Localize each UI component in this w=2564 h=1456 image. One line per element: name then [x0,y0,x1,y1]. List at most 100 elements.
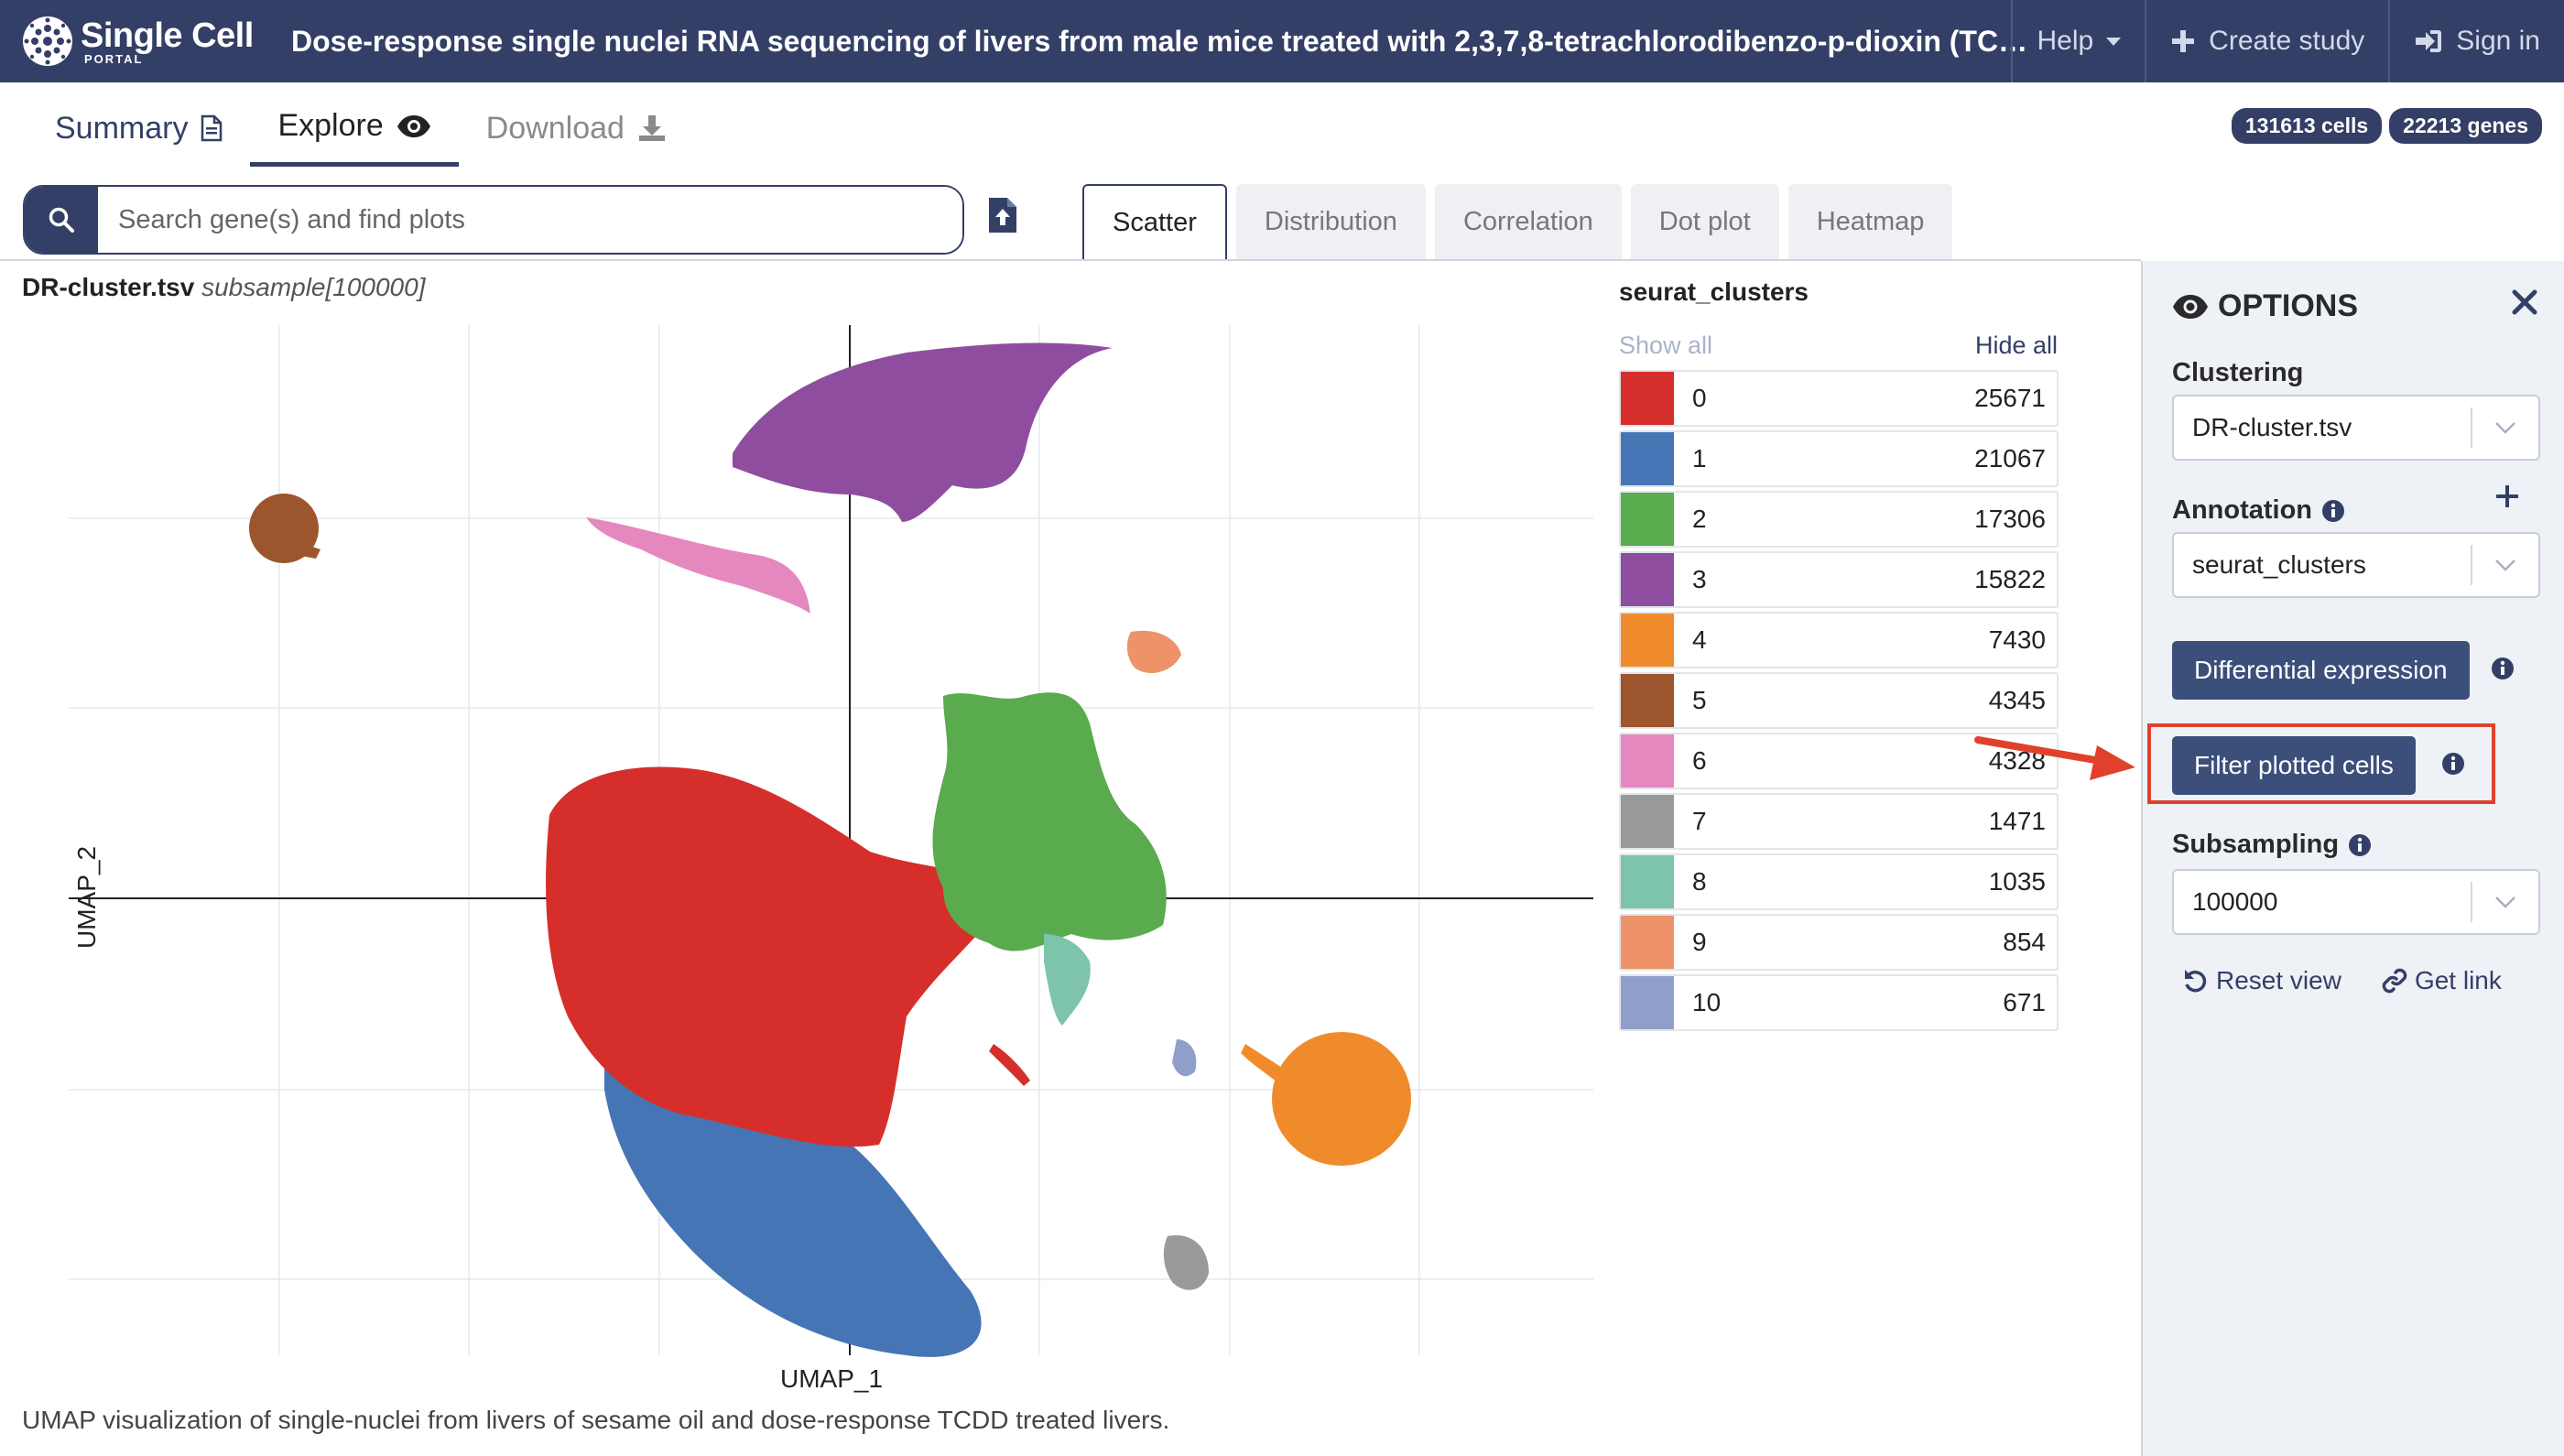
filter-plotted-cells-button[interactable]: Filter plotted cells [2172,736,2416,795]
legend-label: 0 [1692,384,1707,412]
annotation-value: seurat_clusters [2192,550,2366,579]
plot-title: DR-cluster.tsv subsample[100000] [22,273,425,302]
legend-label: 3 [1692,565,1707,593]
legend-count: 4345 [1988,686,2046,714]
differential-expression-button[interactable]: Differential expression [2172,641,2470,700]
reset-view-link[interactable]: Reset view [2183,966,2341,995]
clustering-label: Clustering [2172,358,2304,387]
legend-item[interactable]: 0 25671 [1619,370,2059,427]
study-badges: 131613 cells 22213 genes [2231,108,2542,144]
legend-label: 5 [1692,686,1707,714]
sign-in-link[interactable]: Sign in [2388,0,2564,82]
plot-cluster-file: DR-cluster.tsv [22,273,195,301]
legend-item[interactable]: 3 15822 [1619,551,2059,608]
legend-item[interactable]: 4 7430 [1619,612,2059,668]
cluster-9-cells [1126,630,1181,673]
options-header: OPTIONS [2172,288,2358,324]
legend-count: 1035 [1988,867,2046,896]
genes-badge: 22213 genes [2389,108,2542,144]
caret-down-icon [2106,37,2122,46]
plot-subsample: subsample[100000] [201,273,426,301]
brand-logo-link[interactable]: Single Cell PORTAL [0,0,275,82]
cluster-2-cells [932,692,1167,951]
close-icon[interactable] [2511,288,2538,316]
info-icon[interactable] [2348,833,2372,857]
legend-label: 4 [1692,625,1707,654]
cluster-4-cells [1272,1032,1411,1166]
clustering-value: DR-cluster.tsv [2192,413,2352,441]
gene-search [23,185,964,255]
cluster-4-tail [1241,1044,1300,1094]
clustering-select[interactable]: DR-cluster.tsv [2172,395,2540,461]
plus-icon [2172,30,2195,52]
options-panel: OPTIONS Clustering DR-cluster.tsv Annota… [2141,261,2564,1456]
show-all-link[interactable]: Show all [1619,331,1713,359]
tab-heatmap[interactable]: Heatmap [1787,184,1953,259]
search-input[interactable] [98,187,962,253]
legend-label: 9 [1692,928,1707,956]
highlight-box [2147,723,2495,804]
legend-item[interactable]: 5 4345 [1619,672,2059,729]
tab-download[interactable]: Download [459,90,694,167]
tab-distribution[interactable]: Distribution [1235,184,1426,259]
tab-dot-plot[interactable]: Dot plot [1630,184,1779,259]
legend-swatch [1621,795,1674,848]
legend-label: 6 [1692,746,1707,775]
add-annotation-icon[interactable] [2494,484,2520,509]
help-menu[interactable]: Help [2011,0,2145,82]
search-button[interactable] [25,187,98,253]
chevron-down-icon [2495,560,2515,571]
study-tabs: Summary Explore Download [27,90,694,167]
plot-caption: UMAP visualization of single-nuclei from… [22,1406,1170,1434]
umap-scatter-plot[interactable]: UMAP_1 UMAP_2 [0,302,1602,1396]
chevron-down-icon [2495,422,2515,434]
subsampling-label: Subsampling [2172,830,2372,860]
info-icon[interactable] [2491,657,2515,680]
legend-item[interactable]: 8 1035 [1619,853,2059,910]
legend-count: 15822 [1974,565,2046,593]
cluster-legend: 0 25671 1 21067 2 17306 3 15822 4 7430 5 4345 6 4328 7… [1619,370,2059,1035]
legend-swatch [1621,493,1674,546]
legend-item[interactable]: 6 4328 [1619,733,2059,789]
tab-correlation[interactable]: Correlation [1434,184,1622,259]
tab-summary[interactable]: Summary [27,90,250,167]
legend-swatch [1621,976,1674,1029]
y-axis-label: UMAP_2 [72,846,101,949]
x-axis-label: UMAP_1 [780,1364,883,1393]
upload-gene-list-icon[interactable] [987,196,1018,234]
cells-badge: 131613 cells [2231,108,2383,144]
tab-explore-label: Explore [277,108,384,143]
annotation-label: Annotation [2172,495,2345,526]
undo-icon [2185,970,2207,993]
legend-item[interactable]: 10 671 [1619,974,2059,1031]
legend-label: 2 [1692,505,1707,533]
portal-logo-icon [23,16,72,66]
info-icon[interactable] [2441,752,2465,776]
cluster-8-cells [1044,934,1091,1026]
legend-item[interactable]: 2 17306 [1619,491,2059,548]
tab-scatter[interactable]: Scatter [1082,184,1227,261]
options-title: OPTIONS [2218,288,2359,323]
get-link-link[interactable]: Get link [2382,966,2502,995]
legend-label: 8 [1692,867,1707,896]
legend-item[interactable]: 7 1471 [1619,793,2059,850]
sign-in-label: Sign in [2456,26,2540,56]
cluster-5-tail [291,540,320,559]
create-study-link[interactable]: Create study [2145,0,2388,82]
tabs-divider [0,259,2141,261]
legend-swatch [1621,674,1674,727]
legend-item[interactable]: 1 21067 [1619,430,2059,487]
tab-explore[interactable]: Explore [250,90,459,167]
plot-type-tabs: Scatter Distribution Correlation Dot plo… [1082,184,1953,261]
subsampling-select[interactable]: 100000 [2172,869,2540,935]
legend-swatch [1621,614,1674,667]
legend-item[interactable]: 9 854 [1619,914,2059,971]
legend-swatch [1621,372,1674,425]
hide-all-link[interactable]: Hide all [1974,331,2058,359]
legend-title: seurat_clusters [1619,277,1809,306]
cluster-1-cells [604,1053,982,1357]
study-title: Dose-response single nuclei RNA sequenci… [291,24,2031,58]
tab-download-label: Download [485,110,625,146]
annotation-select[interactable]: seurat_clusters [2172,532,2540,598]
info-icon[interactable] [2321,499,2345,523]
